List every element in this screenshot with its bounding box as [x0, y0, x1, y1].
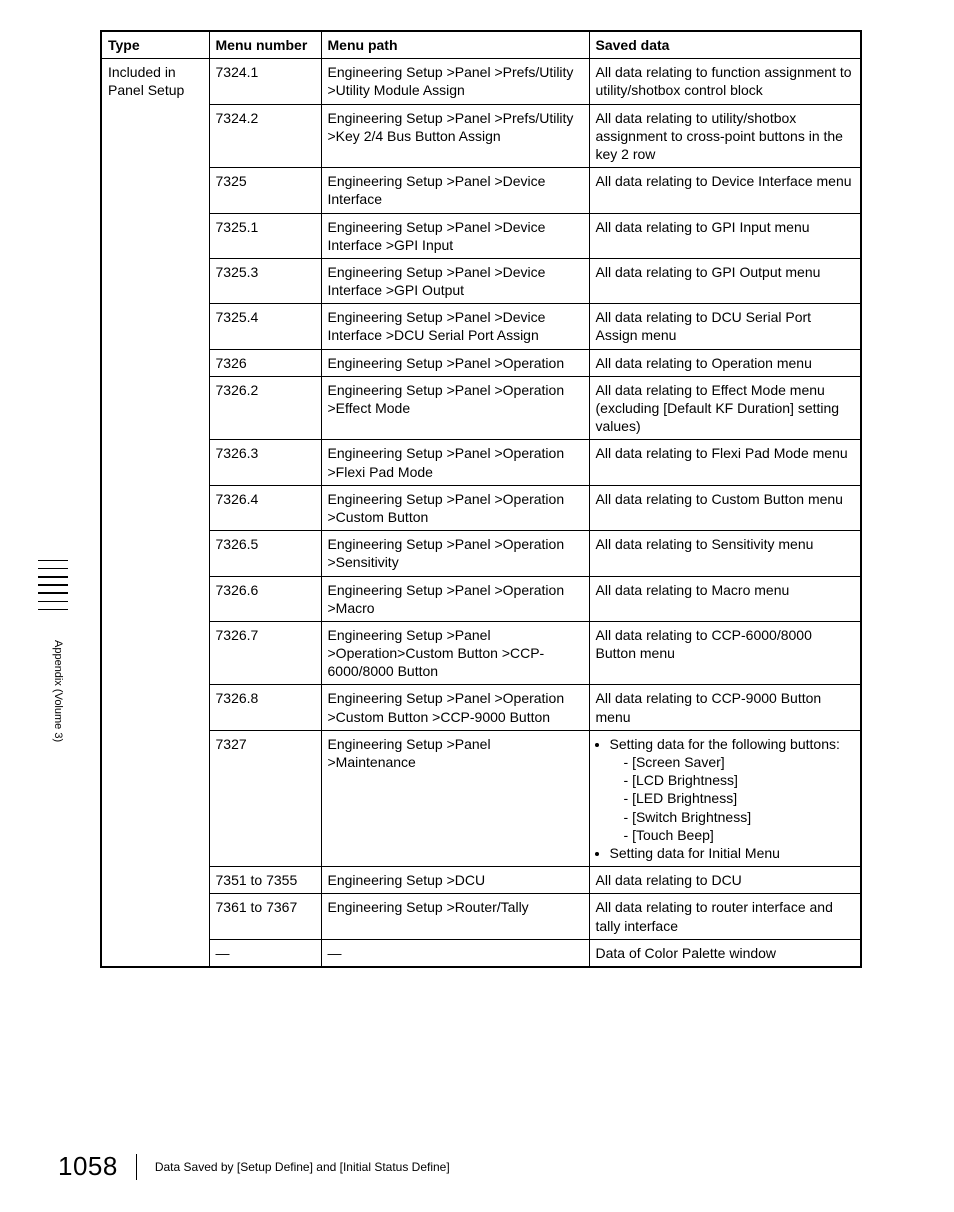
table-row: 7326.2Engineering Setup >Panel >Operatio… [101, 376, 861, 440]
cell-type: Included in Panel Setup [101, 59, 209, 967]
cell-menu-number: 7326.6 [209, 576, 321, 621]
cell-menu-number: 7327 [209, 730, 321, 866]
cell-menu-path: Engineering Setup >Panel >Device Interfa… [321, 213, 589, 258]
page-number: 1058 [58, 1151, 118, 1182]
cell-saved-data: All data relating to DCU [589, 867, 861, 894]
col-saved-data: Saved data [589, 31, 861, 59]
cell-saved-data: All data relating to DCU Serial Port Ass… [589, 304, 861, 349]
cell-menu-path: Engineering Setup >Panel >Operation >Fle… [321, 440, 589, 485]
saved-data-bullet-text: Setting data for Initial Menu [610, 845, 780, 861]
cell-saved-data: All data relating to Device Interface me… [589, 168, 861, 213]
col-menu-number: Menu number [209, 31, 321, 59]
table-row: 7325Engineering Setup >Panel >Device Int… [101, 168, 861, 213]
cell-saved-data: All data relating to GPI Input menu [589, 213, 861, 258]
cell-menu-number: 7326.7 [209, 621, 321, 685]
cell-menu-path: Engineering Setup >Panel >Device Interfa… [321, 168, 589, 213]
table-row: 7325.3Engineering Setup >Panel >Device I… [101, 258, 861, 303]
cell-menu-path: Engineering Setup >Router/Tally [321, 894, 589, 939]
cell-saved-data: All data relating to Custom Button menu [589, 485, 861, 530]
table-row: 7325.4Engineering Setup >Panel >Device I… [101, 304, 861, 349]
table-row: 7326.6Engineering Setup >Panel >Operatio… [101, 576, 861, 621]
cell-menu-number: 7326 [209, 349, 321, 376]
cell-saved-data: All data relating to Effect Mode menu (e… [589, 376, 861, 440]
cell-menu-number: 7325.1 [209, 213, 321, 258]
cell-saved-data: All data relating to function assignment… [589, 59, 861, 104]
cell-menu-number: 7361 to 7367 [209, 894, 321, 939]
table-row: 7326Engineering Setup >Panel >OperationA… [101, 349, 861, 376]
cell-menu-path: — [321, 939, 589, 967]
cell-menu-number: 7326.4 [209, 485, 321, 530]
saved-data-bullet: Setting data for the following buttons:[… [610, 735, 855, 844]
cell-saved-data: All data relating to Flexi Pad Mode menu [589, 440, 861, 485]
table-row: 7326.8Engineering Setup >Panel >Operatio… [101, 685, 861, 730]
cell-menu-path: Engineering Setup >Panel >Operation >Mac… [321, 576, 589, 621]
page-footer: 1058 Data Saved by [Setup Define] and [I… [58, 1151, 450, 1182]
cell-menu-number: 7326.8 [209, 685, 321, 730]
cell-menu-path: Engineering Setup >Panel >Operation >Cus… [321, 685, 589, 730]
side-section-label: Appendix (Volume 3) [52, 640, 64, 742]
cell-menu-number: 7351 to 7355 [209, 867, 321, 894]
cell-saved-data: Data of Color Palette window [589, 939, 861, 967]
saved-data-sub-item: [Screen Saver] [624, 753, 855, 771]
cell-menu-path: Engineering Setup >Panel >Operation >Eff… [321, 376, 589, 440]
cell-saved-data: All data relating to GPI Output menu [589, 258, 861, 303]
table-row: 7326.3Engineering Setup >Panel >Operatio… [101, 440, 861, 485]
cell-menu-number: 7325 [209, 168, 321, 213]
cell-saved-data: All data relating to router interface an… [589, 894, 861, 939]
table-row: 7327Engineering Setup >Panel >Maintenanc… [101, 730, 861, 866]
table-header-row: Type Menu number Menu path Saved data [101, 31, 861, 59]
cell-menu-path: Engineering Setup >Panel >Operation [321, 349, 589, 376]
cell-saved-data: All data relating to Macro menu [589, 576, 861, 621]
saved-data-bullet-text: Setting data for the following buttons: [610, 736, 840, 752]
cell-menu-path: Engineering Setup >Panel >Operation >Sen… [321, 531, 589, 576]
menu-table: Type Menu number Menu path Saved data In… [100, 30, 862, 968]
cell-menu-path: Engineering Setup >DCU [321, 867, 589, 894]
col-type: Type [101, 31, 209, 59]
table-row: 7325.1Engineering Setup >Panel >Device I… [101, 213, 861, 258]
cell-saved-data: All data relating to CCP-9000 Button men… [589, 685, 861, 730]
cell-menu-number: 7326.2 [209, 376, 321, 440]
saved-data-sub-item: [Switch Brightness] [624, 808, 855, 826]
cell-menu-number: 7325.4 [209, 304, 321, 349]
table-row: 7326.4Engineering Setup >Panel >Operatio… [101, 485, 861, 530]
footer-separator [136, 1154, 137, 1180]
cell-menu-number: 7325.3 [209, 258, 321, 303]
cell-menu-number: 7326.3 [209, 440, 321, 485]
col-menu-path: Menu path [321, 31, 589, 59]
table-row: 7361 to 7367Engineering Setup >Router/Ta… [101, 894, 861, 939]
table-row: Included in Panel Setup7324.1Engineering… [101, 59, 861, 104]
cell-menu-path: Engineering Setup >Panel >Prefs/Utility … [321, 59, 589, 104]
table-row: ——Data of Color Palette window [101, 939, 861, 967]
saved-data-sub-item: [Touch Beep] [624, 826, 855, 844]
cell-saved-data: All data relating to CCP-6000/8000 Butto… [589, 621, 861, 685]
table-row: 7324.2Engineering Setup >Panel >Prefs/Ut… [101, 104, 861, 168]
side-tick-marks [38, 560, 68, 610]
cell-menu-number: 7324.2 [209, 104, 321, 168]
saved-data-sub-item: [LCD Brightness] [624, 771, 855, 789]
cell-menu-path: Engineering Setup >Panel >Operation >Cus… [321, 485, 589, 530]
cell-menu-path: Engineering Setup >Panel >Device Interfa… [321, 304, 589, 349]
table-row: 7326.5Engineering Setup >Panel >Operatio… [101, 531, 861, 576]
cell-saved-data: All data relating to utility/shotbox ass… [589, 104, 861, 168]
table-row: 7351 to 7355Engineering Setup >DCUAll da… [101, 867, 861, 894]
cell-saved-data: All data relating to Operation menu [589, 349, 861, 376]
cell-saved-data: Setting data for the following buttons:[… [589, 730, 861, 866]
footer-text: Data Saved by [Setup Define] and [Initia… [155, 1160, 450, 1174]
cell-menu-path: Engineering Setup >Panel >Device Interfa… [321, 258, 589, 303]
cell-menu-number: — [209, 939, 321, 967]
saved-data-bullet: Setting data for Initial Menu [610, 844, 855, 862]
cell-menu-path: Engineering Setup >Panel >Maintenance [321, 730, 589, 866]
cell-menu-number: 7324.1 [209, 59, 321, 104]
cell-menu-path: Engineering Setup >Panel >Prefs/Utility … [321, 104, 589, 168]
table-row: 7326.7Engineering Setup >Panel >Operatio… [101, 621, 861, 685]
saved-data-sub-item: [LED Brightness] [624, 789, 855, 807]
cell-menu-number: 7326.5 [209, 531, 321, 576]
cell-menu-path: Engineering Setup >Panel >Operation>Cust… [321, 621, 589, 685]
cell-saved-data: All data relating to Sensitivity menu [589, 531, 861, 576]
